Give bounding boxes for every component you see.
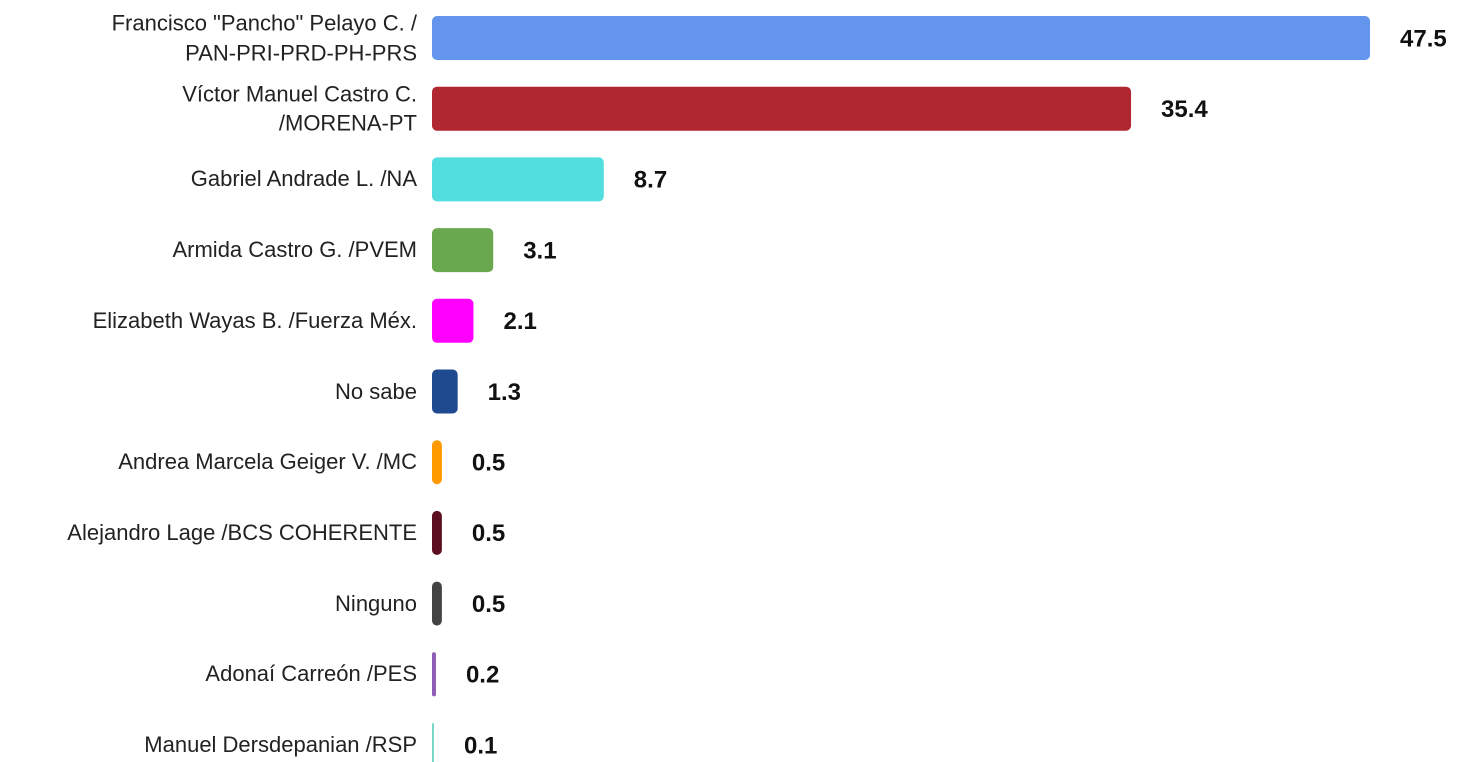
value-label: 47.5	[1400, 25, 1447, 52]
category-label: Manuel Dersdepanian /RSP	[144, 732, 417, 758]
category-label: Víctor Manuel Castro C. /MORENA-PT	[182, 81, 417, 136]
category-label: Gabriel Andrade L. /NA	[190, 166, 417, 192]
bar	[432, 369, 458, 414]
bar	[432, 723, 434, 762]
value-label: 0.5	[472, 450, 505, 477]
bar	[432, 298, 474, 343]
value-label: 0.1	[464, 732, 497, 759]
bar	[432, 16, 1370, 60]
category-label: No sabe	[335, 378, 417, 404]
bar	[432, 652, 436, 697]
value-label: 35.4	[1161, 96, 1208, 123]
value-label: 0.5	[472, 591, 505, 618]
category-label: Armida Castro G. /PVEM	[172, 237, 417, 263]
category-label: Alejandro Lage /BCS COHERENTE	[67, 520, 417, 546]
value-label: 3.1	[523, 237, 556, 264]
category-label: Ninguno	[335, 590, 417, 616]
value-label: 0.5	[472, 520, 505, 547]
value-label: 0.2	[466, 662, 499, 689]
value-label: 1.3	[488, 379, 521, 406]
bar	[432, 510, 442, 555]
bar	[432, 581, 442, 626]
category-label: Adonaí Carreón /PES	[205, 661, 417, 687]
category-label: Francisco "Pancho" Pelayo C. / PAN-PRI-P…	[111, 10, 417, 65]
bar	[432, 157, 604, 202]
value-label: 8.7	[634, 167, 667, 194]
value-label: 2.1	[503, 308, 536, 335]
bar	[432, 86, 1132, 131]
bar	[432, 228, 494, 273]
category-label: Elizabeth Wayas B. /Fuerza Méx.	[92, 307, 417, 333]
bar	[432, 440, 442, 485]
category-label: Andrea Marcela Geiger V. /MC	[118, 449, 417, 475]
